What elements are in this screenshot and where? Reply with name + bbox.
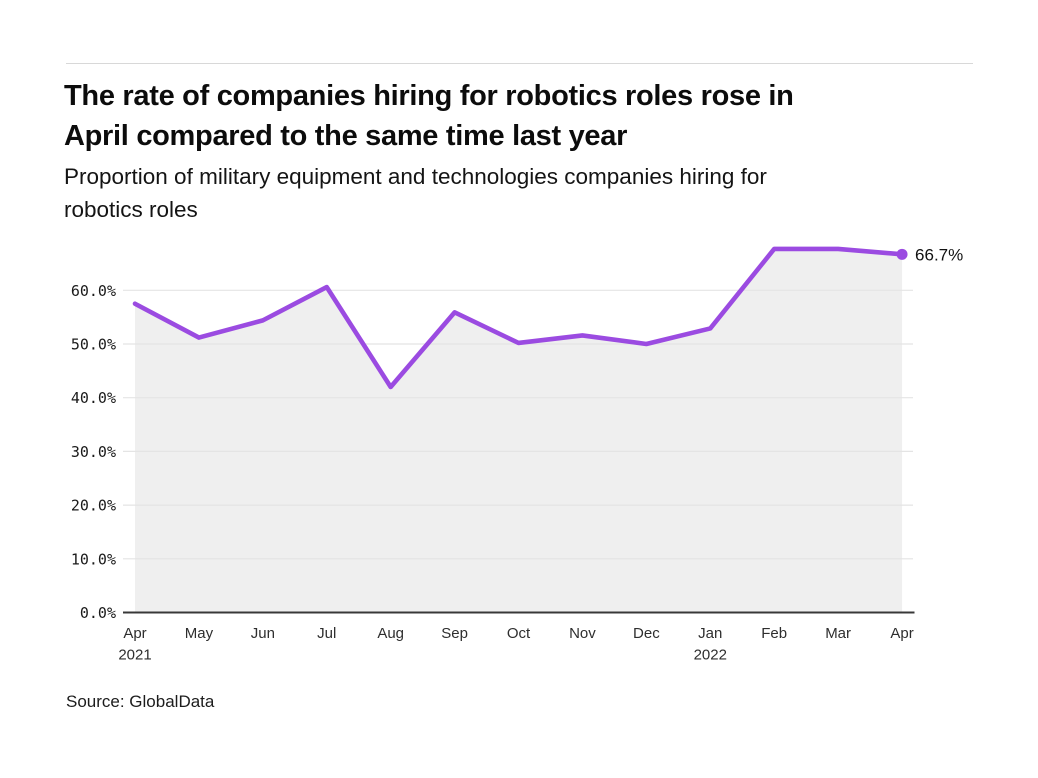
page-title-line: April compared to the same time last yea… (64, 120, 628, 152)
x-axis-tick-label: Jan (698, 625, 722, 642)
x-axis-year-label: 2021 (118, 647, 151, 664)
y-axis-tick-label: 60.0% (71, 282, 116, 300)
page-subtitle-line: robotics roles (64, 197, 198, 222)
x-axis-year-label: 2022 (694, 647, 727, 664)
x-axis-tick-label: Apr (123, 625, 146, 642)
page-subtitle-line: Proportion of military equipment and tec… (64, 164, 767, 189)
page-title-line: The rate of companies hiring for robotic… (64, 80, 794, 112)
x-axis-tick-label: Apr (890, 625, 913, 642)
x-axis-tick-label: May (185, 625, 214, 642)
x-axis-tick-label: Nov (569, 625, 596, 642)
end-value-label: 66.7% (915, 245, 963, 264)
y-axis-tick-label: 10.0% (71, 550, 116, 568)
top-divider (66, 63, 973, 64)
x-axis-tick-label: Jul (317, 625, 336, 642)
source-note: Source: GlobalData (66, 692, 215, 711)
page-title: The rate of companies hiring for robotic… (64, 76, 794, 156)
y-axis-tick-label: 20.0% (71, 497, 116, 515)
x-axis-tick-label: Feb (761, 625, 787, 642)
x-axis-tick-label: Oct (507, 625, 531, 642)
y-axis-tick-label: 0.0% (80, 604, 116, 622)
page-subtitle: Proportion of military equipment and tec… (64, 160, 767, 226)
x-axis-tick-label: Sep (441, 625, 468, 642)
y-axis-tick-label: 30.0% (71, 443, 116, 461)
x-axis-tick-label: Mar (825, 625, 851, 642)
x-axis-tick-label: Aug (377, 625, 404, 642)
y-axis-tick-label: 50.0% (71, 336, 116, 354)
y-axis-tick-label: 40.0% (71, 389, 116, 407)
x-axis-tick-label: Dec (633, 625, 660, 642)
area-fill (135, 248, 903, 613)
end-point-marker (896, 248, 908, 260)
x-axis-tick-label: Jun (251, 625, 275, 642)
trend-line (132, 246, 905, 390)
